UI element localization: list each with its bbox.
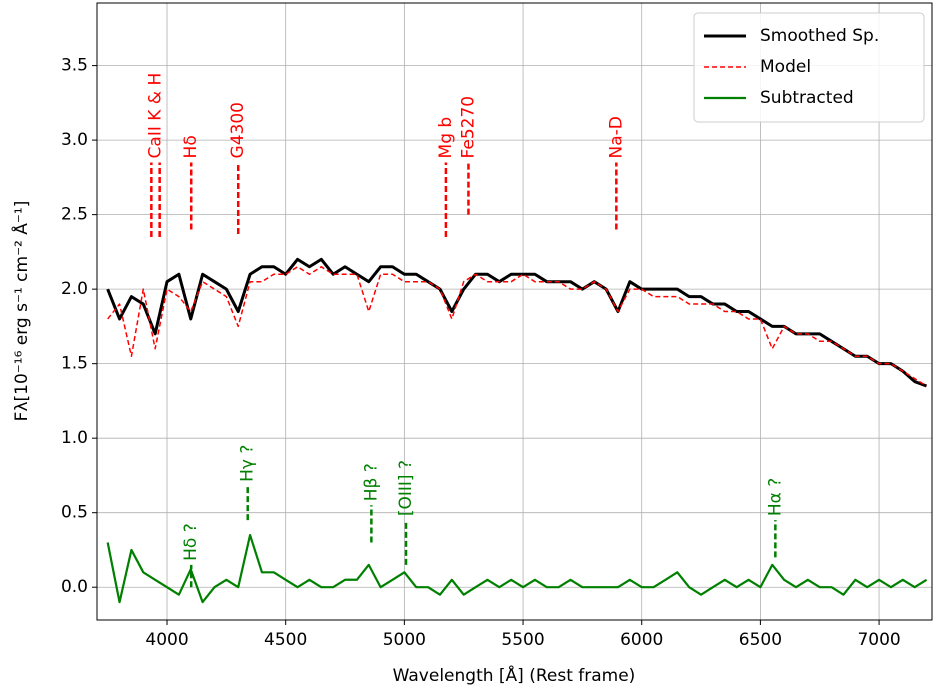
y-tick-label: 1.0 [61, 428, 88, 448]
x-tick-label: 6000 [620, 630, 663, 650]
annotation-label: Hδ [181, 135, 201, 158]
plot-area [106, 257, 928, 604]
annotation-label: Mg b [436, 117, 456, 159]
legend-label: Smoothed Sp. [760, 26, 879, 46]
y-tick-label: 2.0 [61, 279, 88, 299]
annotation-label: Hδ ? [181, 523, 201, 561]
annotation-label: Fe5270 [458, 96, 478, 159]
x-axis-label: Wavelength [Å] (Rest frame) [393, 664, 636, 686]
y-tick-label: 1.5 [61, 354, 88, 374]
x-tick-label: 6500 [739, 630, 782, 650]
annotation-label: G4300 [228, 102, 248, 158]
x-tick-label: 4500 [264, 630, 307, 650]
annotation-label: Hγ ? [238, 445, 258, 482]
y-tick-label: 0.5 [61, 503, 88, 523]
legend-label: Subtracted [760, 88, 854, 108]
y-tick-label: 0.0 [61, 577, 88, 597]
y-axis-label: Fλ[10⁻¹⁶ erg s⁻¹ cm⁻² Å⁻¹] [10, 201, 32, 422]
y-tick-label: 2.5 [61, 205, 88, 225]
annotation-label: [OIII] ? [396, 460, 416, 516]
y-tick-label: 3.0 [61, 130, 88, 150]
annotation-label: Hβ ? [361, 463, 381, 501]
annotation-label: CaII K & H [146, 73, 166, 159]
series-line [106, 533, 928, 604]
x-tick-label: 7000 [857, 630, 900, 650]
legend-label: Model [760, 57, 811, 77]
x-tick-label: 4000 [145, 630, 188, 650]
legend-box [693, 12, 925, 123]
plot-frame [96, 2, 933, 621]
annotation-label: Hα ? [765, 478, 785, 516]
y-tick-label: 3.5 [61, 56, 88, 76]
series-line [107, 266, 927, 387]
annotation-label: Na-D [606, 116, 626, 158]
x-tick-label: 5500 [501, 630, 544, 650]
x-tick-label: 5000 [383, 630, 426, 650]
series-line [106, 257, 928, 388]
